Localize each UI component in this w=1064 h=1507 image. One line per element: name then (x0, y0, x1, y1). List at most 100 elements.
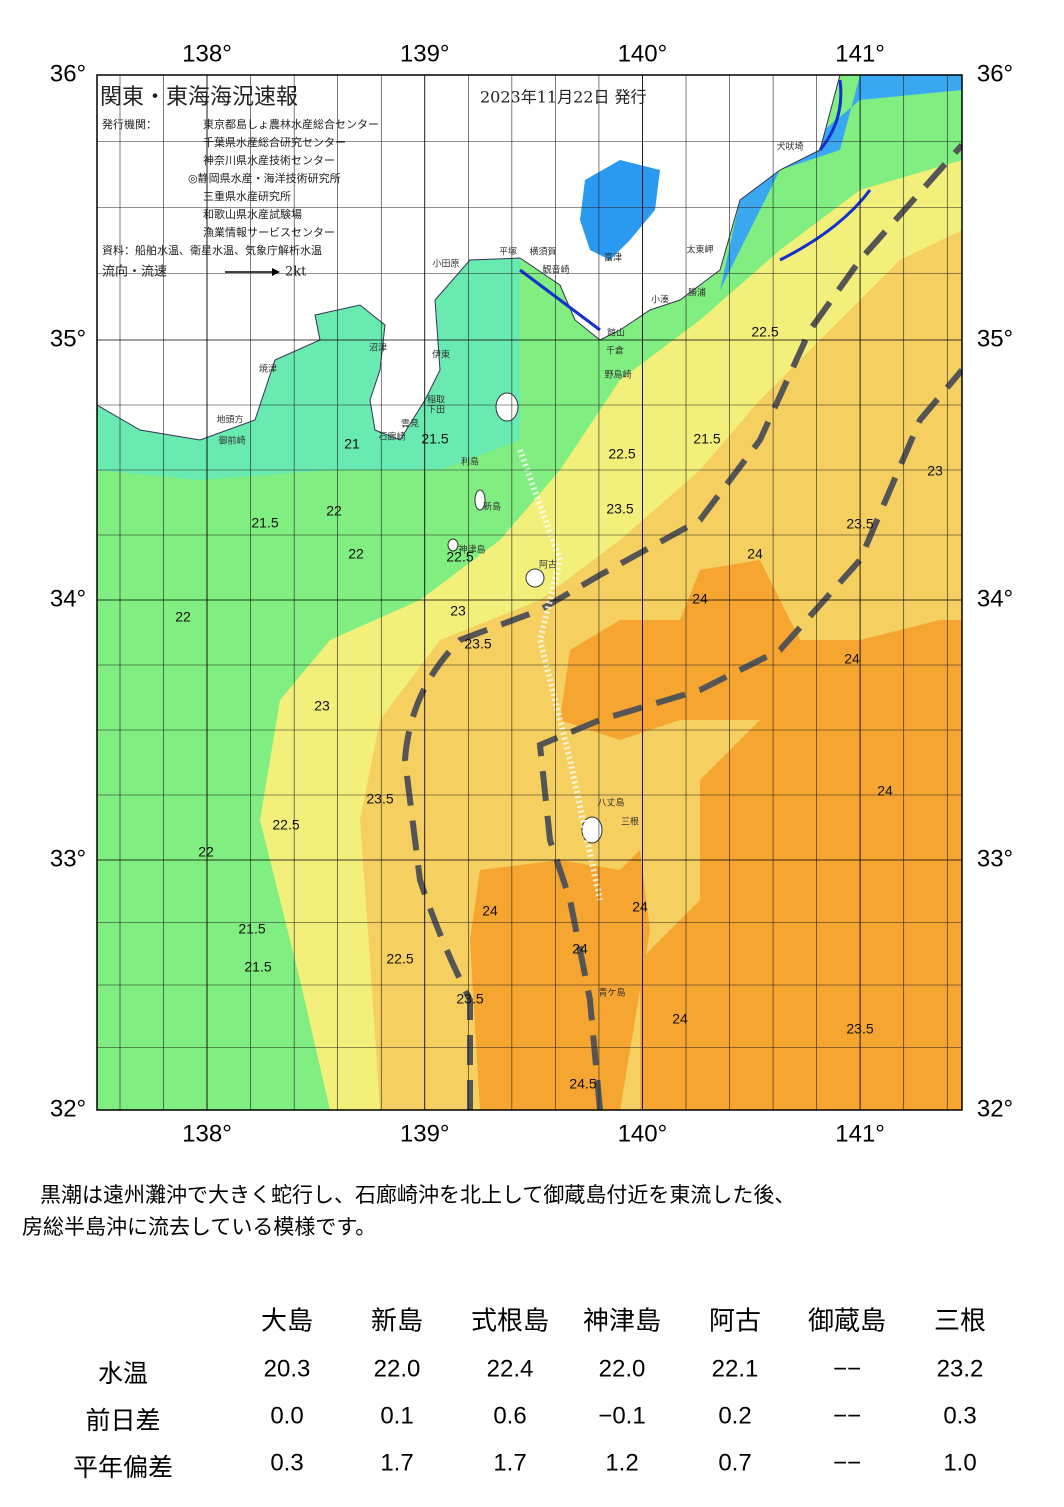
table-cell: −− (833, 1402, 861, 1429)
table-cell: 22.4 (487, 1355, 534, 1382)
table-cell: 1.2 (605, 1449, 638, 1476)
place-name: 富津 (604, 252, 622, 264)
contour-label: 22.5 (386, 951, 413, 967)
contour-label: 21.5 (693, 431, 720, 447)
contour-label: 24 (877, 783, 893, 799)
lon-label: 141° (835, 40, 885, 67)
flow-label: 流向・流速 (102, 264, 167, 280)
place-name: 太東岬 (686, 244, 713, 256)
contour-label: 24 (844, 651, 860, 667)
table-header: 神津島 (583, 1307, 661, 1337)
contour-label: 24 (692, 591, 708, 607)
table-cell: 0.1 (380, 1402, 413, 1429)
contour-label: 23 (314, 698, 330, 714)
note-line: 黒潮は遠州灘沖で大きく蛇行し、石廊崎沖を北上して御蔵島付近を東流した後、 (40, 1183, 795, 1207)
table-header: 式根島 (471, 1307, 549, 1337)
table-header: 阿古 (709, 1307, 761, 1337)
issuer: 東京都島しょ農林水産総合センター (203, 117, 379, 131)
lat-label: 34° (977, 585, 1013, 612)
table-cell: 0.3 (943, 1402, 976, 1429)
contour-label: 22.5 (608, 446, 635, 462)
contour-label: 21.5 (244, 959, 271, 975)
place-name: 小湊 (651, 294, 669, 306)
table-cell: 22.0 (374, 1355, 421, 1382)
map-background (97, 75, 962, 1110)
issuer: 三重県水産研究所 (203, 189, 291, 203)
place-name: 新島 (483, 501, 501, 513)
place-name: 地頭方 (216, 414, 243, 426)
note-line: 房総半島沖に流去している模様です。 (22, 1215, 376, 1239)
row-label: 水温 (98, 1359, 148, 1388)
lat-label: 36° (977, 60, 1013, 87)
contour-label: 22 (348, 546, 364, 562)
lon-label: 140° (618, 40, 668, 67)
place-name: 沼津 (369, 343, 387, 354)
place-name: 千倉 (606, 345, 624, 357)
table-cell: 22.1 (712, 1355, 759, 1382)
row-label: 平年偏差 (73, 1453, 173, 1482)
table-cell: 0.0 (270, 1402, 303, 1429)
contour-label: 24 (572, 941, 588, 957)
contour-label: 22 (326, 503, 342, 519)
contour-label: 23.5 (464, 636, 491, 652)
place-name: 八丈島 (597, 797, 624, 809)
contour-label: 22.5 (751, 324, 778, 340)
place-name: 犬吠埼 (776, 141, 803, 153)
issuer: ◎静岡県水産・海洋技術研究所 (188, 171, 341, 185)
contour-label: 22 (175, 609, 191, 625)
table-cell: 20.3 (264, 1355, 311, 1382)
lat-label: 35° (977, 325, 1013, 352)
contour-label: 22 (198, 844, 214, 860)
contour-label: 24 (672, 1011, 688, 1027)
lat-label: 33° (977, 845, 1013, 872)
contour-label: 21.5 (238, 921, 265, 937)
table-header: 御蔵島 (808, 1307, 886, 1337)
table-cell: −− (833, 1449, 861, 1476)
lat-label: 35° (50, 325, 86, 352)
contour-label: 23.5 (366, 791, 393, 807)
issuer: 和歌山県水産試験場 (203, 207, 302, 221)
place-name: 野島崎 (604, 369, 631, 381)
table-cell: 1.0 (943, 1449, 976, 1476)
place-name: 利島 (461, 456, 479, 468)
contour-label: 21.5 (251, 515, 278, 531)
map-title: 関東・東海海況速報 (100, 85, 298, 110)
table-cell: 0.6 (493, 1402, 526, 1429)
flow-arrowhead (272, 268, 280, 276)
lon-label: 139° (400, 40, 450, 67)
lat-label: 36° (50, 60, 86, 87)
lon-label: 138° (182, 1120, 232, 1147)
contour-label: 23.5 (606, 501, 633, 517)
contour-label: 23.5 (456, 991, 483, 1007)
table-header: 三根 (934, 1307, 986, 1337)
table-cell: −0.1 (598, 1402, 645, 1429)
lat-label: 33° (50, 845, 86, 872)
contour-label: 23 (450, 603, 466, 619)
place-name: 阿古 (539, 559, 557, 571)
contour-label: 22.5 (446, 549, 473, 565)
table-header: 新島 (371, 1307, 423, 1337)
table-cell: 1.7 (493, 1449, 526, 1476)
lon-label: 139° (400, 1120, 450, 1147)
place-name: 三根 (621, 816, 639, 828)
contour-label: 24 (632, 899, 648, 915)
contour-label: 24 (747, 546, 763, 562)
issuer-label: 発行機関： (102, 117, 157, 131)
table-cell: 23.2 (937, 1355, 984, 1382)
place-name: 石廊崎 (378, 431, 405, 443)
place-name: 伊東 (432, 349, 450, 361)
issuer: 神奈川県水産技術センター (203, 153, 335, 167)
place-name: 稲取 (427, 394, 445, 406)
table-cell: 1.7 (380, 1449, 413, 1476)
issuer: 千葉県水産総合研究センター (203, 135, 346, 149)
place-name: 神津島 (458, 544, 485, 556)
source: 資料：船舶水温、衛星水温、気象庁解析水温 (102, 243, 322, 257)
place-name: 焼津 (259, 364, 277, 375)
lon-label: 141° (835, 1120, 885, 1147)
lat-label: 34° (50, 585, 86, 612)
place-name: 御前崎 (218, 435, 245, 447)
lat-label: 32° (50, 1095, 86, 1122)
lon-label: 140° (618, 1120, 668, 1147)
row-label: 前日差 (85, 1406, 160, 1435)
